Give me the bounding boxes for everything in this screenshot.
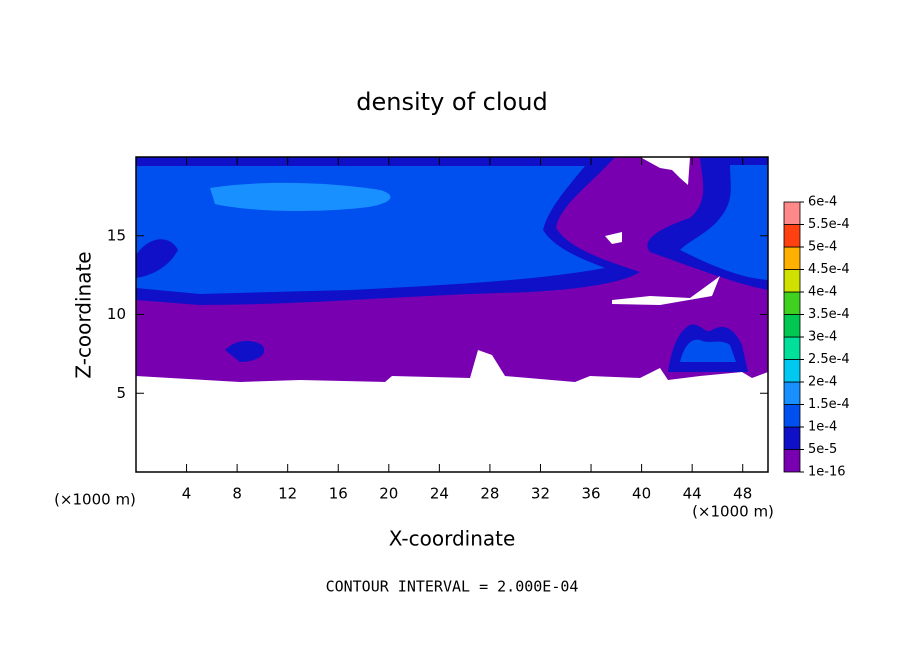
- no-data-area: [605, 232, 622, 244]
- contour-region: [210, 182, 391, 211]
- colorbar-box: [783, 426, 801, 450]
- colorbar-label: 3e-4: [808, 330, 837, 345]
- colorbar-label: 1e-16: [808, 465, 846, 480]
- colorbar-box: [783, 246, 801, 270]
- contour-region: [680, 339, 736, 362]
- x-tick-label: 48: [733, 485, 752, 503]
- x-tick-label: 12: [278, 485, 297, 503]
- colorbar-box: [783, 336, 801, 360]
- colorbar-box: [783, 291, 801, 315]
- colorbar-box: [783, 381, 801, 405]
- colorbar-label: 1.5e-4: [808, 397, 850, 412]
- colorbar-label: 2e-4: [808, 375, 837, 390]
- contour-field: [136, 157, 768, 382]
- colorbar-label: 1e-4: [808, 420, 837, 435]
- colorbar-label: 4e-4: [808, 285, 837, 300]
- y-axis-label: Z-coordinate: [72, 251, 96, 378]
- x-tick-label: 40: [632, 485, 651, 503]
- x-tick-label: 16: [329, 485, 348, 503]
- x-tick-label: 44: [683, 485, 702, 503]
- colorbar-box: [783, 201, 801, 225]
- no-data-area: [640, 157, 690, 185]
- contour-region: [136, 166, 605, 294]
- contour-region: [225, 340, 265, 362]
- colorbar-box: [783, 224, 801, 248]
- colorbar-box: [783, 359, 801, 383]
- footer-note: CONTOUR INTERVAL = 2.000E-04: [326, 578, 579, 596]
- y-unit: (×1000 m): [54, 491, 136, 509]
- x-tick-label: 28: [480, 485, 499, 503]
- x-tick-label: 36: [581, 485, 600, 503]
- contour-region: [680, 165, 768, 280]
- x-tick-label: 20: [379, 485, 398, 503]
- chart-title: density of cloud: [356, 88, 547, 116]
- colorbar-label: 5e-4: [808, 240, 837, 255]
- colorbar-box: [783, 404, 801, 428]
- no-data-area: [612, 276, 720, 305]
- y-tick-label: 15: [107, 226, 126, 244]
- colorbar-label: 5e-5: [808, 442, 837, 457]
- x-tick-label: 4: [182, 485, 192, 503]
- x-tick-label: 8: [232, 485, 242, 503]
- colorbar-box: [783, 449, 801, 473]
- x-tick-label: 32: [531, 485, 550, 503]
- y-tick-label: 10: [107, 305, 126, 323]
- colorbar-label: 5.5e-4: [808, 217, 850, 232]
- y-tick-label: 5: [116, 384, 126, 402]
- x-unit: (×1000 m): [692, 503, 774, 521]
- x-axis-label: X-coordinate: [389, 527, 516, 551]
- colorbar-label: 2.5e-4: [808, 352, 850, 367]
- colorbar-label: 4.5e-4: [808, 262, 850, 277]
- contour-region: [136, 239, 178, 278]
- colorbar-label: 6e-4: [808, 195, 837, 210]
- x-tick-label: 24: [430, 485, 449, 503]
- colorbar-label: 3.5e-4: [808, 307, 850, 322]
- colorbar-box: [783, 314, 801, 338]
- colorbar-box: [783, 269, 801, 293]
